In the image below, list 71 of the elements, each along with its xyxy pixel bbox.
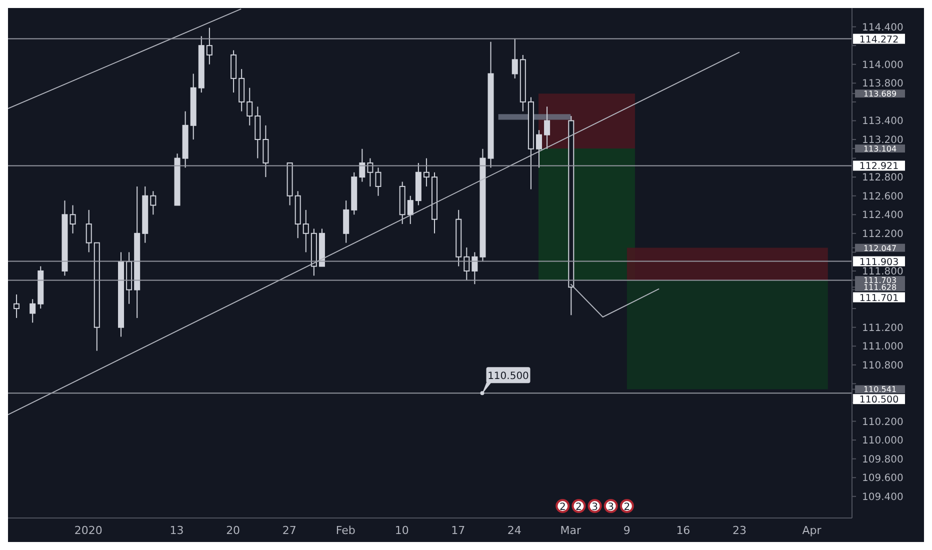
candlestick: [423, 158, 430, 187]
y-tick-label: 114.400: [862, 22, 904, 34]
x-tick-label: 17: [451, 524, 466, 537]
candlestick: [30, 298, 36, 324]
y-tick-label: 111.628: [863, 283, 897, 292]
y-tick-label: 113.200: [862, 134, 904, 146]
ref-line-label: 110.500: [859, 394, 899, 406]
candlestick: [14, 294, 20, 318]
y-tick-label: 109.400: [862, 492, 904, 503]
candlestick: [544, 106, 550, 150]
x-tick-label: 9: [623, 524, 630, 537]
y-tick-label: 113.689: [863, 90, 897, 99]
candlestick: [238, 68, 245, 112]
ref-line-label: 112.921: [859, 161, 899, 172]
y-tick-label: 110.000: [862, 436, 904, 447]
y-tick-label: 112.200: [862, 228, 904, 240]
x-tick-label: Feb: [336, 524, 356, 537]
ref-line-label: 111.903: [859, 256, 899, 268]
ref-line-label: 111.701: [859, 292, 899, 304]
candlestick: [464, 247, 470, 281]
x-tick-label: 10: [394, 524, 409, 537]
x-tick-label: 2020: [74, 524, 102, 537]
y-tick-label: 110.800: [862, 360, 904, 372]
annotation: 2: [576, 502, 582, 513]
x-tick-label: Apr: [802, 524, 822, 537]
candlestick: [246, 87, 253, 126]
ref-line-label: 114.272: [859, 34, 899, 46]
y-tick-label: 111.200: [862, 322, 904, 334]
y-tick-label: 109.800: [862, 454, 904, 466]
y-tick-label: 113.104: [863, 144, 897, 154]
y-tick-label: 110.541: [863, 385, 897, 394]
candlestick: [343, 200, 350, 244]
candlestick: [472, 252, 478, 285]
annotation: 2: [624, 502, 630, 513]
candlestick: [359, 148, 366, 182]
y-tick-label: 110.200: [862, 416, 904, 428]
y-tick-label: 113.800: [862, 78, 904, 90]
y-tick-label: 112.600: [862, 191, 904, 202]
y-tick-label: 112.400: [862, 210, 904, 222]
candlestick: [512, 38, 518, 79]
candlestick: [536, 130, 542, 168]
candlestick: [150, 190, 156, 216]
candlestick: [375, 167, 382, 196]
y-tick-label: 113.400: [862, 116, 904, 128]
candlestick: [302, 209, 309, 253]
x-tick-label: 23: [732, 524, 746, 537]
y-tick-label: 109.600: [862, 473, 904, 484]
y-tick-label: 112.800: [862, 172, 904, 184]
candlestick: [70, 204, 76, 234]
y-tick-label: 111.703: [863, 276, 897, 286]
annotation: 3: [608, 502, 614, 513]
annotation: 2: [559, 502, 566, 513]
y-tick-label: 112.047: [863, 244, 897, 253]
annotation: 3: [592, 502, 598, 513]
candlestick: [407, 195, 414, 225]
candlestick: [367, 158, 374, 187]
x-tick-label: 13: [170, 524, 184, 537]
candlestick: [86, 209, 92, 253]
y-tick-label: 114.000: [862, 60, 904, 71]
y-tick-label: 111.800: [862, 266, 904, 278]
x-tick-label: 27: [282, 524, 296, 537]
candlestick: [230, 50, 237, 94]
x-tick-label: 20: [226, 524, 240, 537]
x-tick-label: 24: [507, 524, 522, 537]
candlestick: [262, 124, 269, 178]
candlestick: [254, 106, 261, 159]
y-tick-label: 111.000: [862, 342, 904, 353]
x-tick-label: Mar: [560, 524, 582, 537]
x-tick-label: 16: [676, 524, 690, 537]
candlestick: [206, 27, 212, 65]
annotation: 110.500: [488, 371, 529, 382]
